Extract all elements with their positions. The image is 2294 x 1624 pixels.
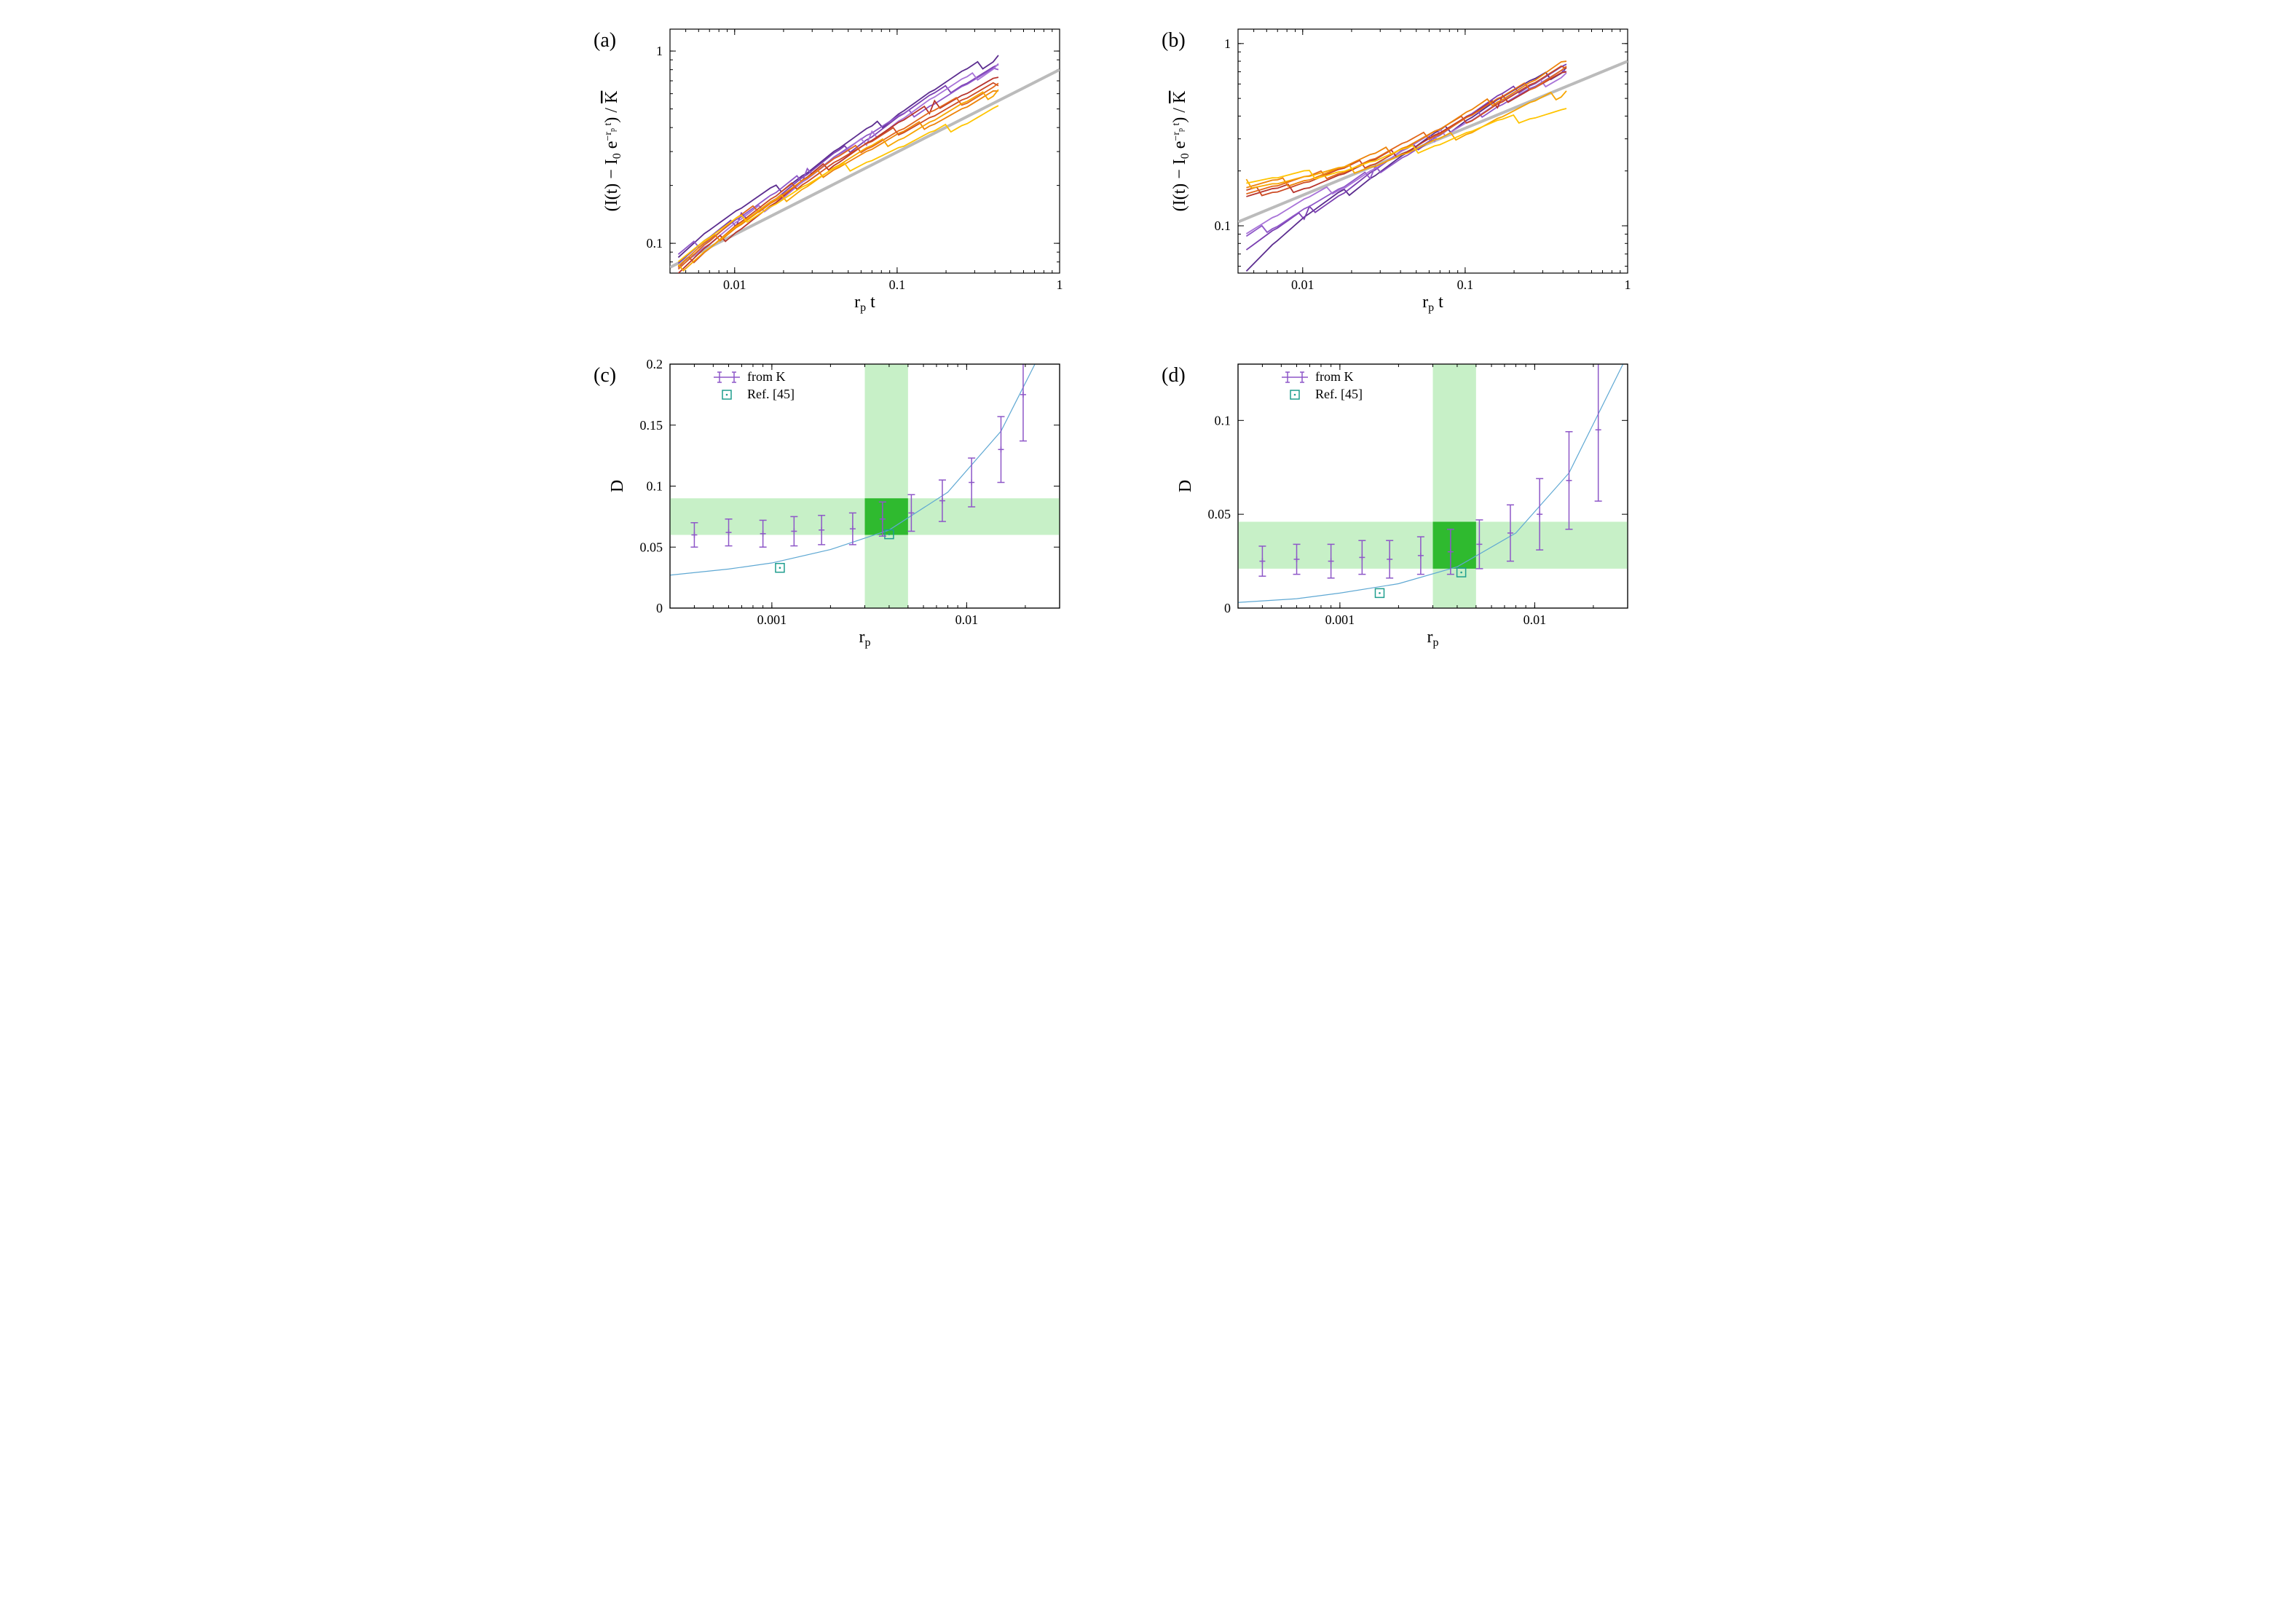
svg-text:1: 1 bbox=[1625, 277, 1631, 292]
svg-text:rp: rp bbox=[859, 628, 871, 649]
chart-c: 0.001 0.01 0 0.05 0.1 0.15 0.2 from K Ref. [45] r… bbox=[601, 350, 1074, 655]
chart-d: 0.001 0.01 0 0.05 0.1 from K Ref. [45] rp D bbox=[1169, 350, 1642, 655]
svg-text:D: D bbox=[1176, 480, 1195, 492]
svg-text:1: 1 bbox=[1057, 277, 1063, 292]
svg-text:1: 1 bbox=[656, 44, 663, 58]
svg-text:0: 0 bbox=[1224, 601, 1231, 615]
svg-text:from K: from K bbox=[747, 369, 786, 384]
svg-text:from K: from K bbox=[1315, 369, 1354, 384]
svg-text:0.001: 0.001 bbox=[757, 612, 787, 627]
svg-text:0.01: 0.01 bbox=[955, 612, 979, 627]
svg-text:0.1: 0.1 bbox=[647, 236, 663, 251]
svg-text:1: 1 bbox=[1224, 36, 1231, 51]
panel-d: (d) 0.0010.0100.050.1from KRef. [45]rpD bbox=[1169, 350, 1693, 655]
panel-d-label: (d) bbox=[1162, 364, 1186, 387]
svg-text:rp: rp bbox=[1427, 628, 1439, 649]
svg-text:0.15: 0.15 bbox=[640, 418, 663, 433]
panel-b: (b) 0.010.110.11rp t(I(t) − I0 e−rp t) /… bbox=[1169, 15, 1693, 320]
panel-a: (a) 0.010.110.11rp t(I(t) − I0 e−rp t) /… bbox=[601, 15, 1125, 320]
svg-text:Ref. [45]: Ref. [45] bbox=[1315, 387, 1363, 401]
svg-text:(I(t) − I0 e−rp t) / K: (I(t) − I0 e−rp t) / K bbox=[602, 90, 623, 211]
svg-text:rp t: rp t bbox=[854, 293, 875, 314]
svg-text:rp t: rp t bbox=[1422, 293, 1443, 314]
panel-c: (c) 0.0010.0100.050.10.150.2from KRef. [… bbox=[601, 350, 1125, 655]
svg-text:0.01: 0.01 bbox=[1524, 612, 1547, 627]
svg-text:0: 0 bbox=[656, 601, 663, 615]
svg-text:0.1: 0.1 bbox=[1215, 218, 1231, 233]
svg-text:D: D bbox=[608, 480, 627, 492]
svg-text:0.01: 0.01 bbox=[1291, 277, 1314, 292]
svg-text:0.2: 0.2 bbox=[647, 357, 663, 371]
svg-text:0.05: 0.05 bbox=[1208, 507, 1231, 521]
panel-c-label: (c) bbox=[594, 364, 616, 387]
svg-text:0.1: 0.1 bbox=[647, 479, 663, 494]
chart-b: 0.01 0.1 1 0.1 1 rp t (I(t) − I0 e−rp t) / K bbox=[1169, 15, 1642, 320]
svg-text:0.1: 0.1 bbox=[1457, 277, 1474, 292]
chart-a: 0.01 0.1 1 0.1 1 rp t (I(t) − I0 e−rp t) / K bbox=[601, 15, 1074, 320]
svg-text:Ref. [45]: Ref. [45] bbox=[747, 387, 795, 401]
svg-text:0.05: 0.05 bbox=[640, 540, 663, 554]
svg-text:0.1: 0.1 bbox=[1215, 413, 1231, 427]
figure-grid: (a) 0.010.110.11rp t(I(t) − I0 e−rp t) /… bbox=[601, 15, 1693, 655]
svg-text:0.01: 0.01 bbox=[723, 277, 746, 292]
panel-b-label: (b) bbox=[1162, 29, 1186, 52]
svg-text:(I(t) − I0 e−rp t) / K: (I(t) − I0 e−rp t) / K bbox=[1170, 90, 1191, 211]
svg-text:0.1: 0.1 bbox=[889, 277, 906, 292]
svg-text:0.001: 0.001 bbox=[1325, 612, 1355, 627]
panel-a-label: (a) bbox=[594, 29, 616, 52]
